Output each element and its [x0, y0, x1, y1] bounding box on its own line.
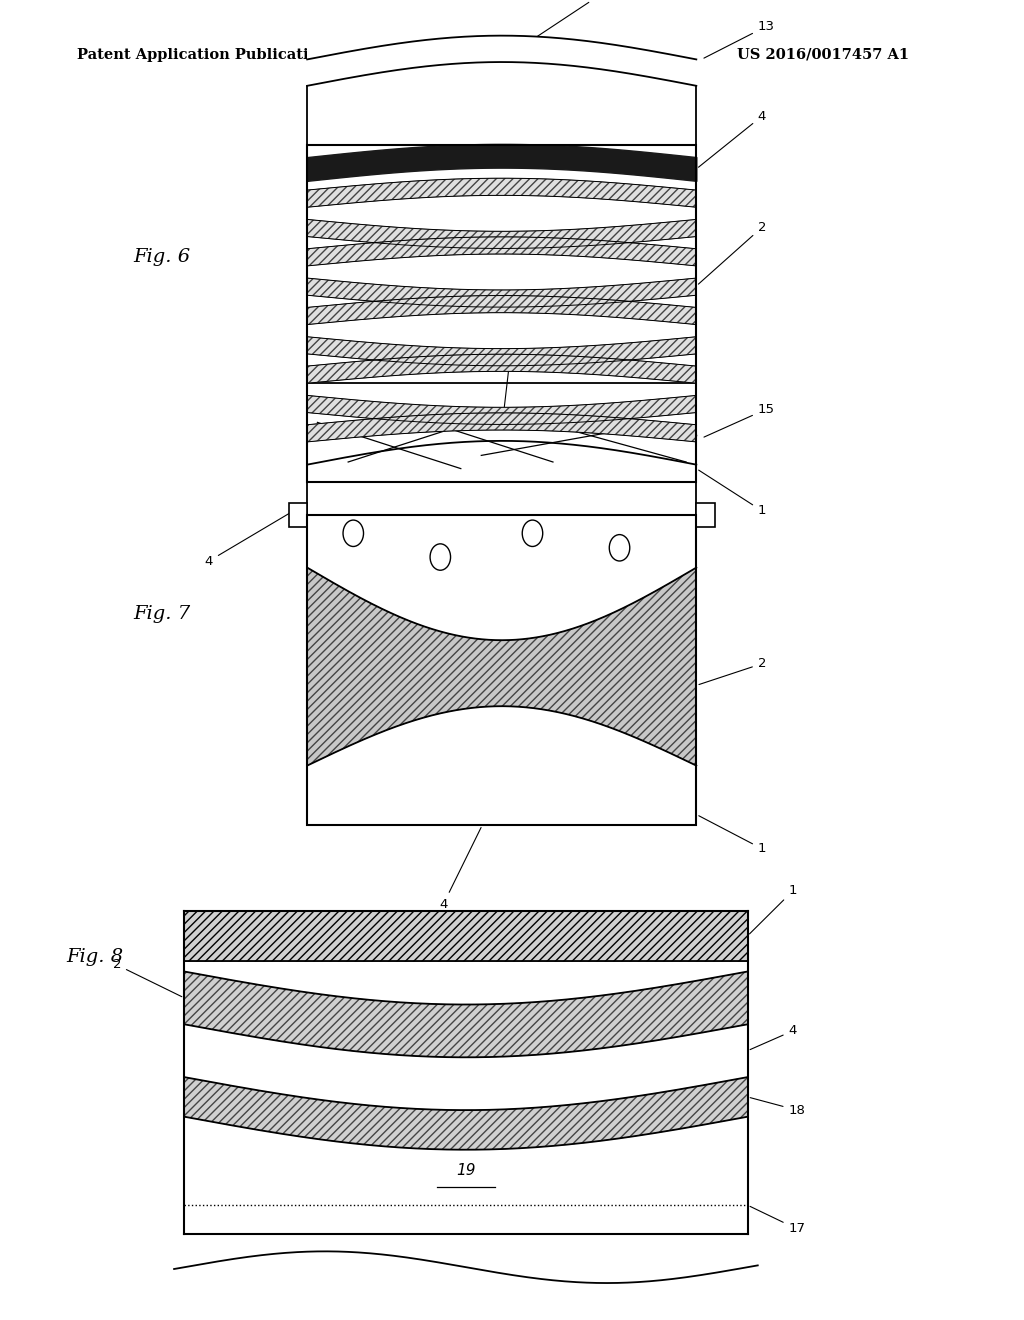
Text: US 2016/0017457 A1: US 2016/0017457 A1: [737, 48, 909, 62]
Polygon shape: [307, 354, 696, 383]
Text: 2: 2: [113, 958, 182, 997]
Text: 1: 1: [698, 470, 766, 517]
Text: Fig. 6: Fig. 6: [133, 248, 190, 267]
Circle shape: [343, 520, 364, 546]
Text: 4: 4: [205, 510, 296, 568]
Polygon shape: [307, 337, 696, 366]
Polygon shape: [307, 219, 696, 248]
Text: Fig. 8: Fig. 8: [67, 948, 124, 966]
Text: Jan. 21, 2016  Sheet 3 of 3: Jan. 21, 2016 Sheet 3 of 3: [322, 48, 539, 62]
Polygon shape: [307, 279, 696, 308]
Polygon shape: [307, 236, 696, 265]
Text: 4: 4: [439, 828, 481, 911]
Text: 2: 2: [698, 220, 766, 284]
Bar: [307, 515, 696, 825]
Text: 14: 14: [535, 0, 610, 38]
Bar: [289, 503, 307, 527]
Polygon shape: [307, 413, 696, 442]
Bar: [696, 503, 715, 527]
Text: Fig. 7: Fig. 7: [133, 605, 190, 623]
Circle shape: [522, 520, 543, 546]
Circle shape: [430, 544, 451, 570]
Text: 1: 1: [750, 884, 797, 935]
Polygon shape: [307, 296, 696, 325]
Text: 1: 1: [698, 816, 766, 855]
Text: Patent Application Publication: Patent Application Publication: [77, 48, 329, 62]
Circle shape: [609, 535, 630, 561]
Text: 18: 18: [751, 1098, 805, 1117]
Text: 2: 2: [699, 657, 766, 685]
Polygon shape: [307, 568, 696, 766]
Text: 19: 19: [456, 1163, 476, 1179]
Polygon shape: [184, 972, 748, 1057]
Text: 13: 13: [703, 20, 775, 58]
Text: 4: 4: [750, 1024, 797, 1049]
Text: 16: 16: [502, 350, 518, 426]
Bar: [184, 911, 748, 961]
Bar: [307, 145, 696, 482]
Text: 17: 17: [750, 1206, 806, 1236]
Text: 4: 4: [698, 110, 766, 168]
Polygon shape: [307, 396, 696, 425]
Polygon shape: [184, 1077, 748, 1150]
Text: 15: 15: [703, 403, 775, 437]
Polygon shape: [307, 178, 696, 207]
